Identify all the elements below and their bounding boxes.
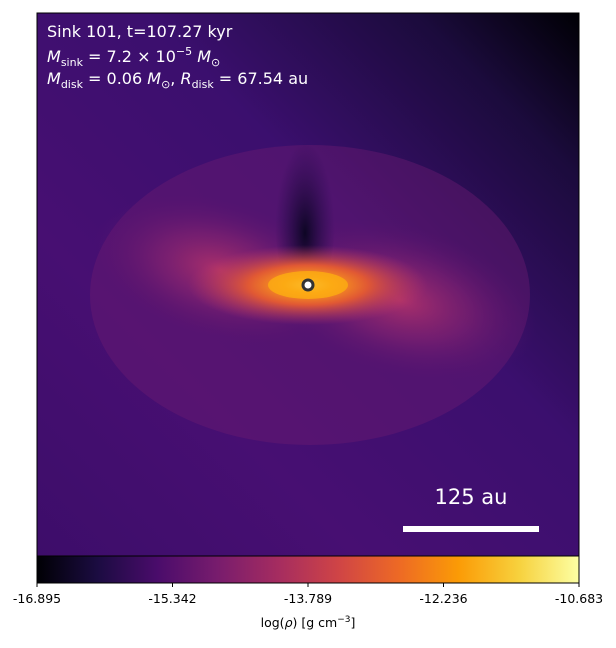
title-line: Mdisk = 0.06 M⊙, Rdisk = 67.54 au: [47, 69, 308, 91]
sink-marker: [301, 278, 315, 292]
density-image: [37, 13, 579, 556]
colorbar-tick-label: -16.895: [13, 591, 61, 606]
colorbar: [36, 555, 580, 584]
colorbar-tick-label: -10.683: [555, 591, 603, 606]
colorbar-tick-label: -13.789: [284, 591, 332, 606]
scale-bar-label: 125 au: [435, 485, 508, 509]
colorbar-label: log(ρ) [g cm−3]: [261, 615, 356, 630]
title-line: Sink 101, t=107.27 kyr: [47, 22, 233, 41]
colorbar-tick-label: -12.236: [419, 591, 467, 606]
colorbar-tick-label: -15.342: [148, 591, 196, 606]
title-line: Msink = 7.2 × 10−5 M⊙: [47, 45, 220, 69]
